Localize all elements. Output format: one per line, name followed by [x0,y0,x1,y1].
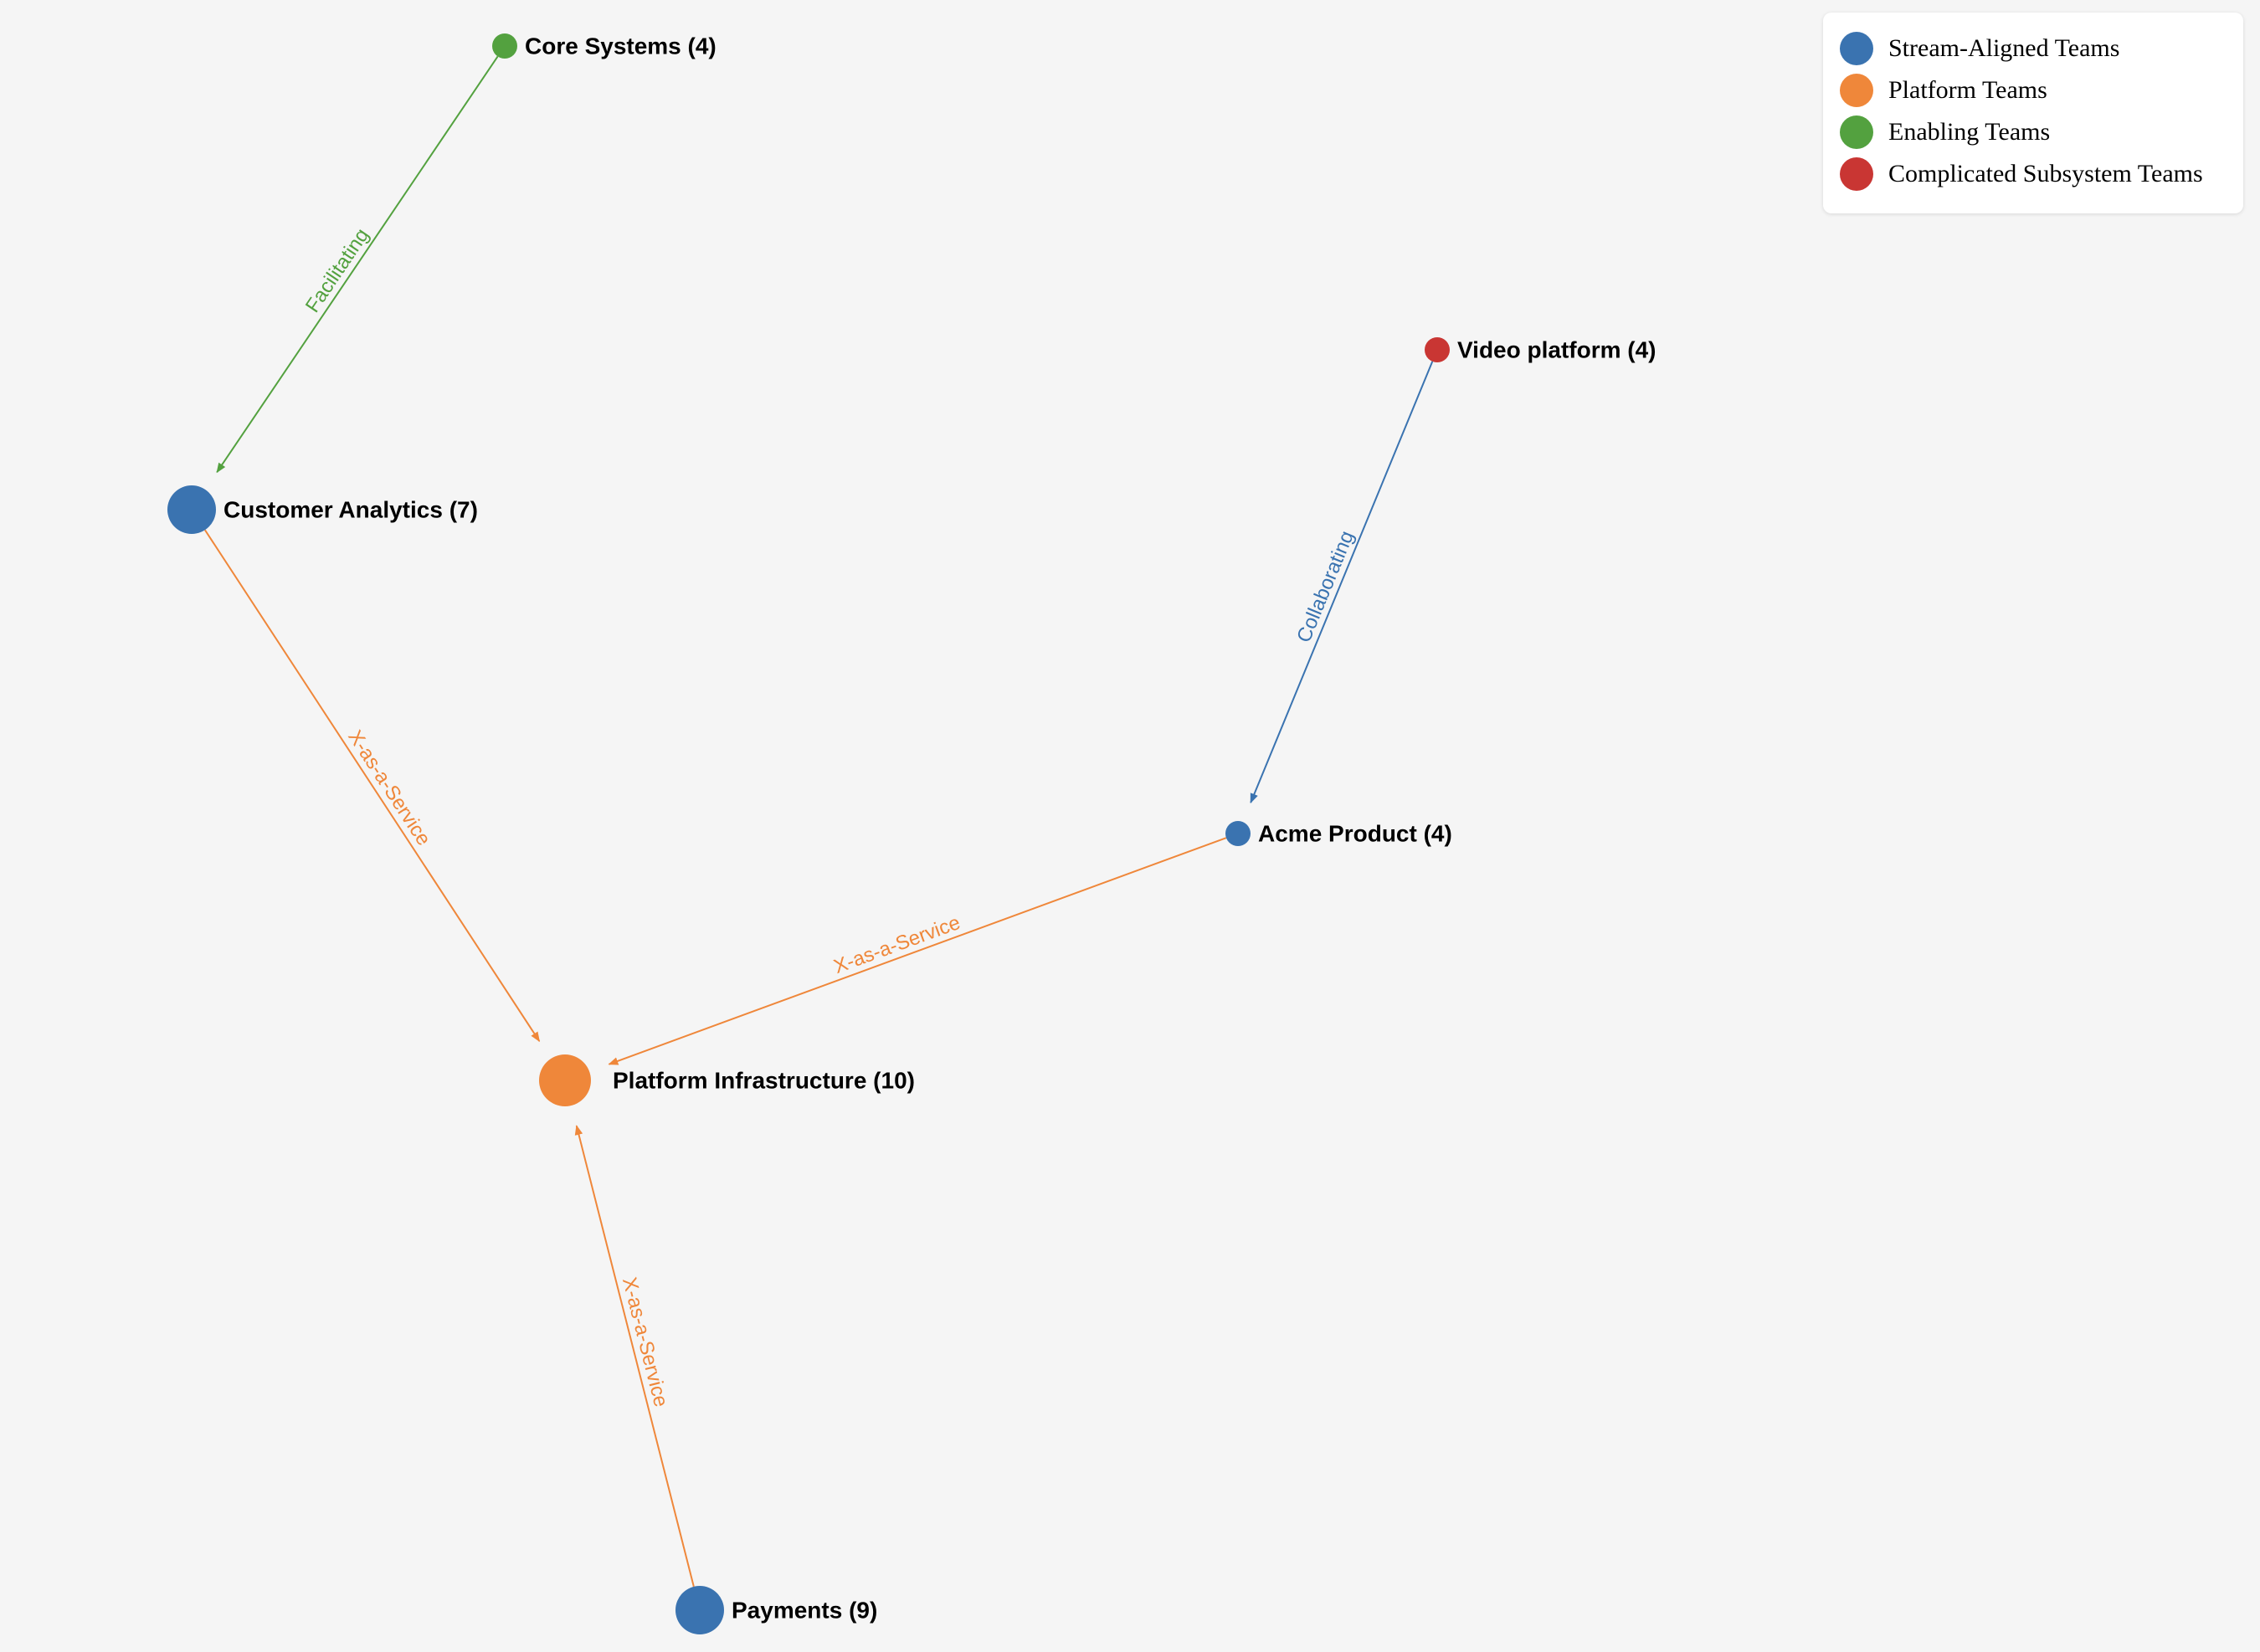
node-acme-product[interactable]: Acme Product (4) [1225,821,1452,847]
node-label-payments: Payments (9) [732,1598,877,1624]
edge-label-video-to-acme: Collaborating [1292,528,1359,646]
edge-label-core-to-analytics: Facilitating [301,224,374,316]
legend-label-complicated-subsystem: Complicated Subsystem Teams [1888,160,2203,187]
legend-label-enabling: Enabling Teams [1888,118,2051,146]
legend-swatch-complicated-subsystem [1840,157,1873,191]
node-video-platform[interactable]: Video platform (4) [1425,337,1656,363]
legend-swatch-platform [1840,74,1873,107]
edge-payments-to-platform [574,1125,695,1588]
edge-analytics-to-platform [204,529,541,1043]
node-label-core-systems: Core Systems (4) [525,33,717,59]
nodes-layer: Core Systems (4) Customer Analytics (7) Vi… [167,33,1656,1634]
node-circle-platform-infrastructure[interactable] [539,1054,591,1106]
node-customer-analytics[interactable]: Customer Analytics (7) [167,485,478,534]
node-circle-customer-analytics[interactable] [167,485,216,534]
node-core-systems[interactable]: Core Systems (4) [492,33,717,59]
node-platform-infrastructure[interactable]: Platform Infrastructure (10) [539,1054,915,1106]
edge-label-analytics-to-platform: X-as-a-Service [343,726,434,850]
edge-label-acme-to-platform: X-as-a-Service [831,911,963,978]
legend-item-platform: Platform Teams [1840,69,2243,111]
legend-label-platform: Platform Teams [1888,76,2047,104]
legend-item-complicated-subsystem: Complicated Subsystem Teams [1840,153,2243,195]
edges-layer: Facilitating X-as-a-Service Collaborating X… [204,55,1434,1588]
edge-acme-to-platform [608,837,1227,1065]
legend-item-enabling: Enabling Teams [1840,111,2243,153]
legend-label-stream-aligned: Stream-Aligned Teams [1888,34,2120,62]
edge-video-to-acme [1250,361,1434,804]
node-circle-video-platform[interactable] [1425,337,1450,362]
edge-label-payments-to-platform: X-as-a-Service [618,1275,672,1408]
edge-core-to-analytics [216,55,499,474]
node-circle-acme-product[interactable] [1225,821,1251,846]
legend-swatch-enabling [1840,115,1873,149]
node-payments[interactable]: Payments (9) [675,1586,877,1634]
legend-item-stream-aligned: Stream-Aligned Teams [1840,28,2243,69]
node-label-video-platform: Video platform (4) [1457,337,1656,363]
node-label-platform-infrastructure: Platform Infrastructure (10) [613,1068,915,1094]
legend: Stream-Aligned Teams Platform Teams Enab… [1823,13,2243,213]
node-label-customer-analytics: Customer Analytics (7) [223,497,478,523]
node-circle-payments[interactable] [675,1586,724,1634]
legend-swatch-stream-aligned [1840,32,1873,65]
node-label-acme-product: Acme Product (4) [1258,821,1452,847]
node-circle-core-systems[interactable] [492,33,517,59]
